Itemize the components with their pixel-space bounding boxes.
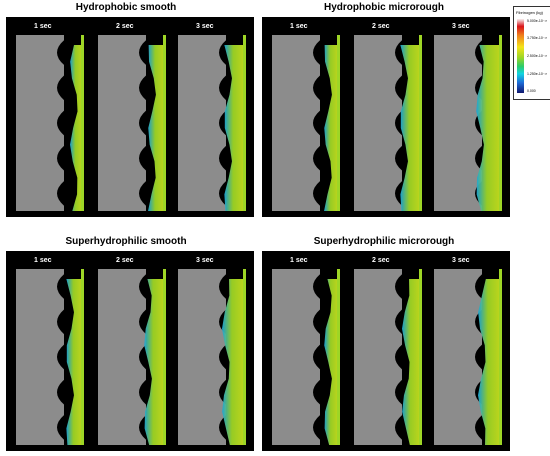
- legend-tick: 5.000e-10⁻¹³: [527, 19, 547, 23]
- frame-label: 1 sec: [290, 257, 308, 264]
- panel-title-superhydrophilic-smooth: Superhydrophilic smooth: [65, 236, 187, 247]
- frame-label: 2 sec: [372, 23, 390, 30]
- frame-label: 3 sec: [452, 23, 470, 30]
- frame-label: 3 sec: [452, 257, 470, 264]
- legend-tick: 1.250e-10⁻¹³: [527, 72, 547, 76]
- panel-superhydrophilic-microrough: 1 sec 2 sec 3 sec: [262, 251, 510, 451]
- panel-title-hydrophobic-microrough: Hydrophobic microrough: [324, 2, 444, 13]
- simulation-frames: [272, 269, 502, 445]
- legend-title: Fibrinogen (kg): [516, 10, 543, 15]
- simulation-frame: [354, 35, 422, 211]
- simulation-frame: [434, 269, 502, 445]
- colorbar-legend: Fibrinogen (kg) 5.000e-10⁻¹³ 3.750e-10⁻¹…: [513, 6, 550, 100]
- frame-label: 2 sec: [372, 257, 390, 264]
- simulation-frames: [16, 269, 246, 445]
- frame-label: 3 sec: [196, 23, 214, 30]
- simulation-frame: [16, 35, 84, 211]
- simulation-frames: [16, 35, 246, 211]
- simulation-frame: [354, 269, 422, 445]
- colorbar-gradient: [517, 19, 524, 93]
- frame-label: 2 sec: [116, 257, 134, 264]
- panel-superhydrophilic-smooth: 1 sec 2 sec 3 sec: [6, 251, 254, 451]
- simulation-frame: [272, 35, 340, 211]
- panel-hydrophobic-microrough: 1 sec 2 sec 3 sec: [262, 17, 510, 217]
- simulation-frame: [98, 269, 166, 445]
- simulation-frame: [98, 35, 166, 211]
- simulation-frame: [178, 269, 246, 445]
- simulation-frames: [272, 35, 502, 211]
- frame-label: 3 sec: [196, 257, 214, 264]
- panel-hydrophobic-smooth: 1 sec 2 sec 3 sec: [6, 17, 254, 217]
- frame-label: 1 sec: [34, 257, 52, 264]
- frame-label: 2 sec: [116, 23, 134, 30]
- frame-label: 1 sec: [34, 23, 52, 30]
- legend-tick: 3.750e-10⁻¹³: [527, 36, 547, 40]
- simulation-frame: [434, 35, 502, 211]
- panel-title-superhydrophilic-microrough: Superhydrophilic microrough: [313, 236, 455, 247]
- frame-label: 1 sec: [290, 23, 308, 30]
- simulation-frame: [178, 35, 246, 211]
- legend-tick: 2.500e-10⁻¹³: [527, 54, 547, 58]
- simulation-frame: [272, 269, 340, 445]
- simulation-frame: [16, 269, 84, 445]
- panel-title-hydrophobic-smooth: Hydrophobic smooth: [75, 2, 177, 13]
- legend-tick: 0.000: [527, 89, 536, 93]
